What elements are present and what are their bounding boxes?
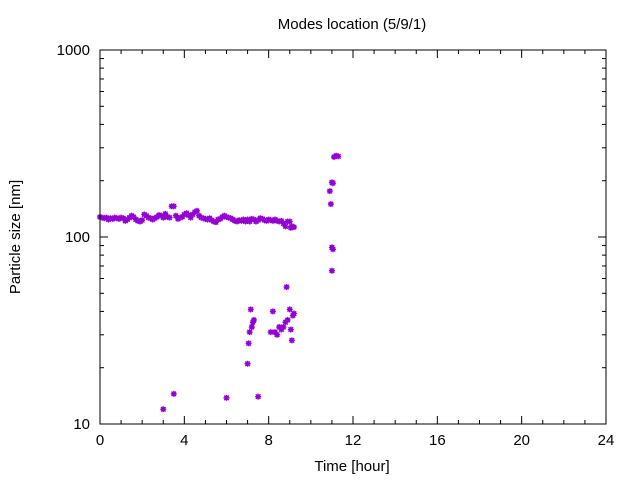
x-tick-label: 24 (598, 432, 615, 449)
data-point (284, 316, 291, 323)
data-point (223, 394, 230, 401)
data-point (269, 308, 276, 315)
data-point (283, 284, 290, 291)
data-point (274, 331, 281, 338)
data-point (329, 180, 336, 187)
data-point (166, 214, 173, 221)
y-tick-label: 1000 (57, 42, 90, 59)
y-tick-label: 10 (73, 416, 90, 433)
data-point (329, 246, 336, 253)
x-tick-label: 8 (264, 432, 272, 449)
data-point (290, 310, 297, 317)
data-point (255, 393, 262, 400)
data-point (282, 223, 289, 230)
plot-frame (99, 49, 607, 425)
data-point (247, 306, 254, 313)
data-point (170, 203, 177, 210)
data-point (245, 340, 252, 347)
x-tick-label: 16 (429, 432, 446, 449)
data-point (287, 326, 294, 333)
data-point (250, 316, 257, 323)
x-tick-label: 12 (345, 432, 362, 449)
data-point (170, 390, 177, 397)
data-point (280, 324, 287, 331)
data-point (328, 267, 335, 274)
y-axis-label: Particle size [nm] (7, 180, 24, 294)
data-point (288, 337, 295, 344)
data-point (160, 406, 167, 413)
data-point (246, 329, 253, 336)
data-point (267, 329, 274, 336)
data-point (172, 212, 179, 219)
x-tick-label: 4 (180, 432, 188, 449)
y-tick-label: 100 (65, 229, 90, 246)
data-point (286, 306, 293, 313)
data-point (290, 224, 297, 231)
data-point (335, 153, 342, 160)
data-point (248, 324, 255, 331)
data-point (193, 207, 200, 214)
data-point (286, 218, 293, 225)
chart-title: Modes location (5/9/1) (278, 16, 426, 33)
chart-marks (97, 152, 342, 413)
data-point (326, 188, 333, 195)
data-point (280, 220, 287, 227)
x-tick-label: 20 (513, 432, 530, 449)
data-point (244, 360, 251, 367)
x-tick-label: 0 (96, 432, 104, 449)
data-point (139, 217, 146, 224)
data-point (327, 201, 334, 208)
axis-ticks: 0 4 8 12 16 20 24 10 100 1000 (57, 42, 615, 449)
data-point (187, 214, 194, 221)
x-axis-label: Time [hour] (314, 458, 389, 475)
